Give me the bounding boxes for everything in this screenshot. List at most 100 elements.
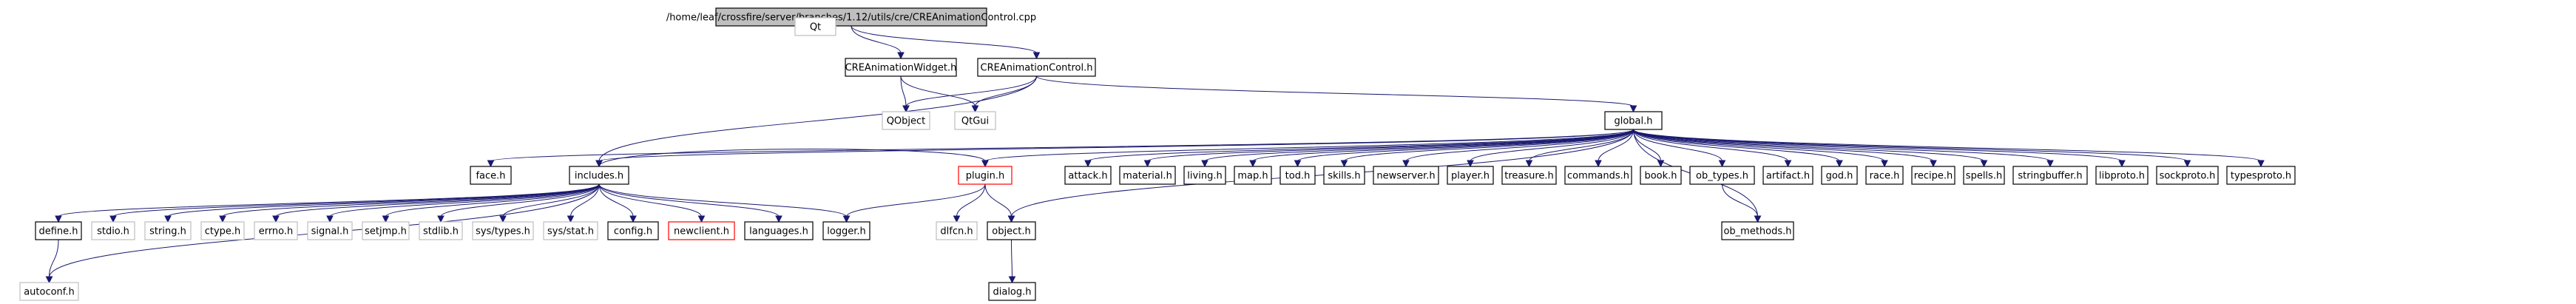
node-label: object.h xyxy=(992,226,1030,237)
edge-global-to-living xyxy=(1201,129,1634,168)
node-stringbuffer[interactable]: stringbuffer.h xyxy=(2012,166,2088,185)
edge-includes-to-systypes xyxy=(499,183,600,223)
edge-global-to-commands xyxy=(1595,129,1634,168)
edge-includes-to-logger xyxy=(598,183,851,223)
node-label: plugin.h xyxy=(966,171,1005,182)
node-label: ctype.h xyxy=(205,226,241,237)
edge-global-to-libproto xyxy=(1633,129,2126,168)
edge-define-to-autoconf xyxy=(45,239,59,284)
node-languages[interactable]: languages.h xyxy=(744,221,814,240)
node-label: languages.h xyxy=(749,226,808,237)
node-label: sys/stat.h xyxy=(547,226,594,237)
node-label: define.h xyxy=(38,226,78,237)
edge-global-to-recipe xyxy=(1633,129,1937,168)
node-sockproto[interactable]: sockproto.h xyxy=(2156,166,2219,185)
edge-crecontrol-to-qobject xyxy=(902,75,1037,113)
node-label: book.h xyxy=(1644,171,1677,182)
node-global[interactable]: global.h xyxy=(1604,111,1663,130)
node-label: dialog.h xyxy=(993,287,1031,298)
node-label: living.h xyxy=(1187,171,1222,182)
node-god[interactable]: god.h xyxy=(1821,166,1858,185)
node-label: stringbuffer.h xyxy=(2018,171,2082,182)
edge-global-to-typesproto xyxy=(1633,129,2265,168)
edge-obtypes-to-obmethods xyxy=(1722,183,1762,223)
node-label: libproto.h xyxy=(2099,171,2145,182)
node-race[interactable]: race.h xyxy=(1865,166,1904,185)
node-obmethods[interactable]: ob_methods.h xyxy=(1721,221,1794,240)
node-includes[interactable]: includes.h xyxy=(569,166,629,185)
node-setjmp: setjmp.h xyxy=(362,221,410,240)
node-living[interactable]: living.h xyxy=(1183,166,1226,185)
node-object[interactable]: object.h xyxy=(987,221,1036,240)
node-dlfcn: dlfcn.h xyxy=(936,221,978,240)
node-label: ob_methods.h xyxy=(1723,226,1791,237)
edges-layer xyxy=(45,11,2265,284)
node-dialog[interactable]: dialog.h xyxy=(988,282,1036,301)
edge-global-to-spells xyxy=(1633,129,1988,168)
node-skills[interactable]: skills.h xyxy=(1323,166,1365,185)
node-material[interactable]: material.h xyxy=(1119,166,1176,185)
node-newclient[interactable]: newclient.h xyxy=(668,221,735,240)
edge-global-to-obtypes xyxy=(1633,129,1726,168)
edge-global-to-tod xyxy=(1294,129,1634,168)
node-label: material.h xyxy=(1123,171,1172,182)
node-tod[interactable]: tod.h xyxy=(1279,166,1316,185)
node-face[interactable]: face.h xyxy=(470,166,512,185)
node-label: treasure.h xyxy=(1504,171,1554,182)
node-root[interactable]: /home/leaf/crossfire/server/branches/1.1… xyxy=(666,7,1036,27)
edge-global-to-sockproto xyxy=(1633,129,2191,168)
node-map[interactable]: map.h xyxy=(1234,166,1272,185)
node-qt: Qt xyxy=(794,17,836,36)
node-label: artifact.h xyxy=(1766,171,1810,182)
node-book[interactable]: book.h xyxy=(1640,166,1682,185)
node-crecontrol[interactable]: CREAnimationControl.h xyxy=(977,58,1096,77)
node-label: god.h xyxy=(1826,171,1853,182)
node-logger[interactable]: logger.h xyxy=(822,221,871,240)
node-newserver[interactable]: newserver.h xyxy=(1373,166,1439,185)
node-label: recipe.h xyxy=(1914,171,1953,182)
node-label: tod.h xyxy=(1285,171,1311,182)
edge-includes-to-signal xyxy=(326,183,600,223)
node-obtypes[interactable]: ob_types.h xyxy=(1689,166,1755,185)
nodes-layer: /home/leaf/crossfire/server/branches/1.1… xyxy=(19,7,2296,301)
node-attack[interactable]: attack.h xyxy=(1064,166,1112,185)
node-typesproto[interactable]: typesproto.h xyxy=(2226,166,2296,185)
node-label: stdlib.h xyxy=(423,226,459,237)
edge-includes-to-errno xyxy=(272,183,600,223)
edge-global-to-map xyxy=(1249,129,1634,168)
edge-includes-to-string xyxy=(164,183,600,223)
node-commands[interactable]: commands.h xyxy=(1564,166,1632,185)
node-label: map.h xyxy=(1237,171,1268,182)
edge-global-to-race xyxy=(1633,129,1888,168)
node-label: includes.h xyxy=(575,171,623,182)
node-artifact[interactable]: artifact.h xyxy=(1762,166,1813,185)
edge-global-to-artifact xyxy=(1633,129,1792,168)
node-label: CREAnimationWidget.h xyxy=(845,63,957,74)
edge-includes-to-setjmp xyxy=(382,183,600,223)
edge-plugin-to-object xyxy=(984,183,1015,223)
node-spells[interactable]: spells.h xyxy=(1963,166,2005,185)
node-label: attack.h xyxy=(1068,171,1107,182)
node-treasure[interactable]: treasure.h xyxy=(1501,166,1557,185)
node-label: signal.h xyxy=(311,226,349,237)
node-player[interactable]: player.h xyxy=(1447,166,1494,185)
edge-includes-to-ctype xyxy=(219,183,600,223)
node-qobject: QObject xyxy=(882,111,930,130)
node-crewidget[interactable]: CREAnimationWidget.h xyxy=(845,58,957,77)
node-recipe[interactable]: recipe.h xyxy=(1911,166,1955,185)
node-plugin[interactable]: plugin.h xyxy=(958,166,1013,185)
edge-global-to-skills xyxy=(1340,129,1634,168)
node-libproto[interactable]: libproto.h xyxy=(2095,166,2149,185)
node-label: CREAnimationControl.h xyxy=(981,63,1093,74)
node-define[interactable]: define.h xyxy=(35,221,82,240)
node-string: string.h xyxy=(144,221,192,240)
node-config[interactable]: config.h xyxy=(607,221,659,240)
edge-root-to-crecontrol xyxy=(851,25,1041,60)
edge-plugin-to-dlfcn xyxy=(953,183,986,223)
node-ctype: ctype.h xyxy=(200,221,245,240)
edge-includes-to-sysstat xyxy=(567,183,600,223)
node-label: QtGui xyxy=(961,116,989,127)
edge-global-to-player xyxy=(1467,129,1634,168)
node-label: logger.h xyxy=(827,226,866,237)
node-label: QObject xyxy=(887,116,926,127)
